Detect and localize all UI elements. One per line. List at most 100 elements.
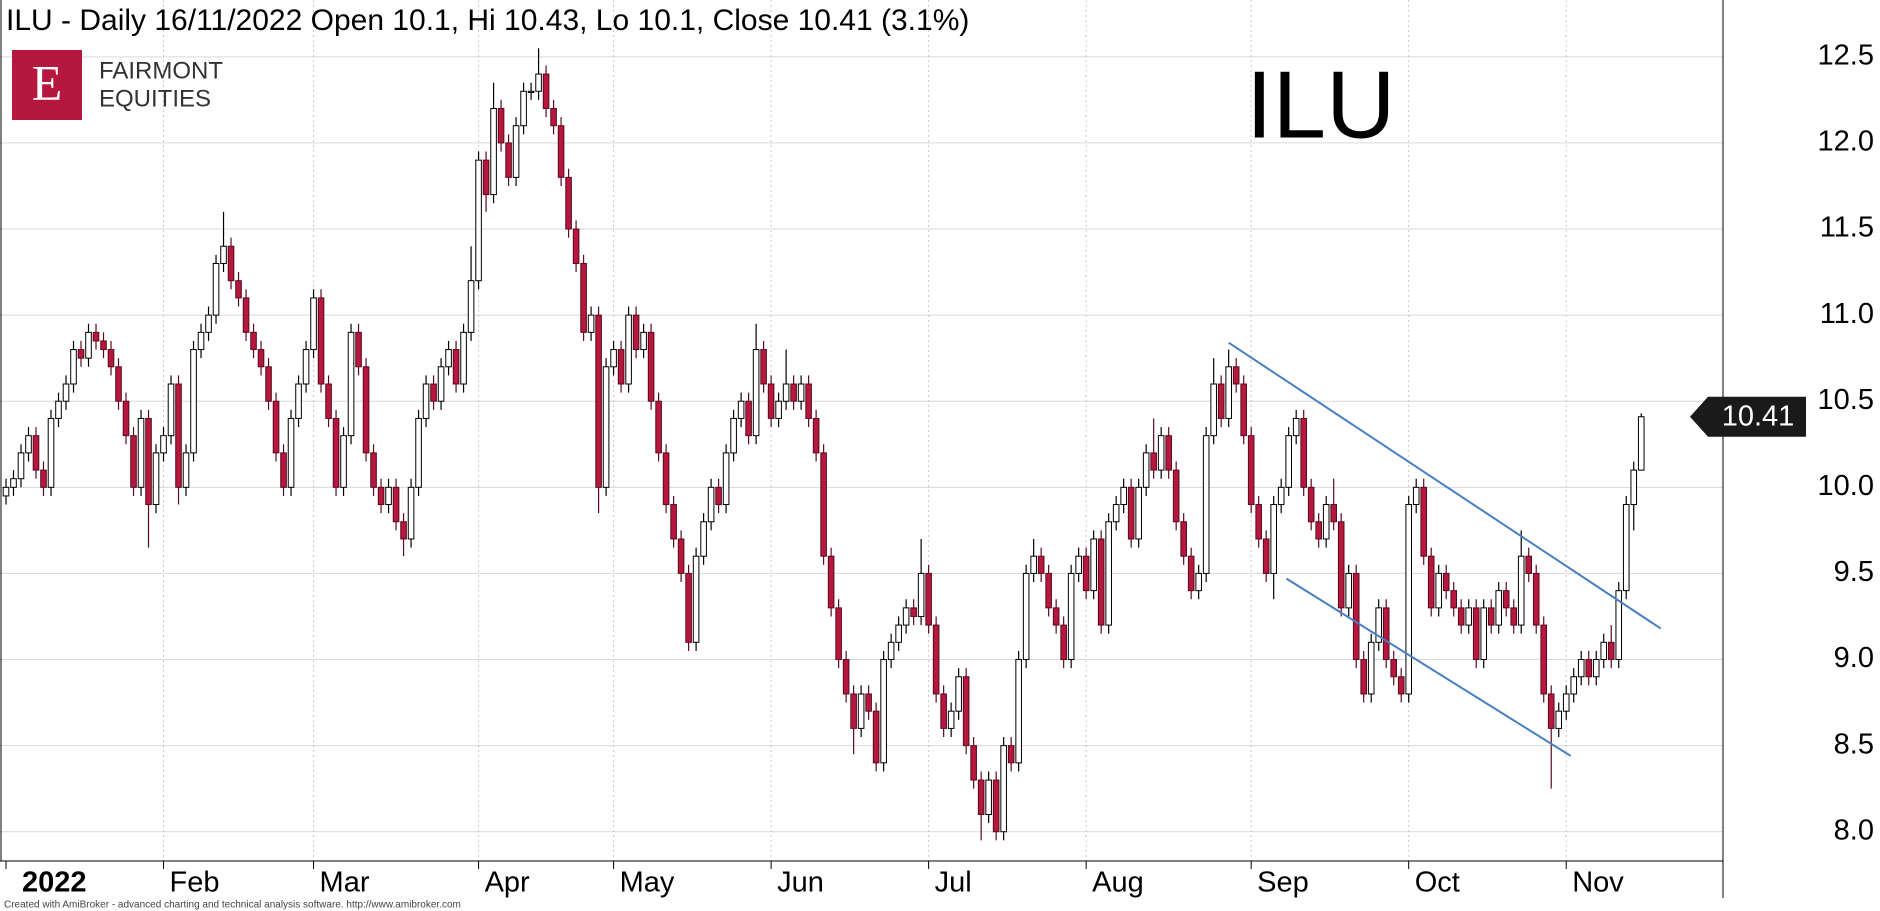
candle-body xyxy=(775,400,782,419)
x-tick-label: Jun xyxy=(777,867,824,899)
candle-body xyxy=(1112,504,1120,523)
candle-body xyxy=(1037,555,1045,574)
logo-box xyxy=(12,50,82,120)
candle-body xyxy=(377,486,385,506)
y-tick-label: 9.0 xyxy=(1834,642,1874,674)
candle-body xyxy=(535,73,542,92)
candle-body xyxy=(917,572,925,617)
candle-body xyxy=(625,314,632,385)
candle-body xyxy=(1285,435,1292,488)
candle-body xyxy=(1082,555,1090,592)
candle-body xyxy=(385,486,392,506)
candle-body xyxy=(107,349,115,368)
candle-body xyxy=(1352,572,1360,661)
candle-body xyxy=(1165,435,1172,471)
candle-body xyxy=(362,366,370,454)
candle-body xyxy=(437,366,445,402)
candle-body xyxy=(1450,590,1458,609)
candle-body xyxy=(617,349,625,385)
candle-body xyxy=(40,469,47,488)
candle-body xyxy=(692,555,700,643)
candle-body xyxy=(857,693,865,729)
text-layer: ILU - Daily 16/11/2022 Open 10.1, Hi 10.… xyxy=(4,4,1874,911)
candle-body xyxy=(1060,624,1067,661)
trend-line xyxy=(1228,341,1662,630)
candle-body xyxy=(1090,538,1097,592)
candle-body xyxy=(415,417,422,488)
candle-body xyxy=(962,676,970,747)
candle-body xyxy=(347,331,355,437)
x-tick-label: Jul xyxy=(935,867,972,899)
candle-body xyxy=(572,228,580,264)
candle-body xyxy=(580,262,587,333)
candle-body xyxy=(32,435,40,471)
candle-body xyxy=(527,90,535,93)
candle-body xyxy=(632,314,640,351)
candle-body xyxy=(805,383,812,419)
candle-body xyxy=(730,417,737,454)
candle-body xyxy=(295,383,302,419)
candle-body xyxy=(955,676,962,712)
candle-body xyxy=(1255,504,1262,540)
candle-body xyxy=(520,90,527,127)
candle-body xyxy=(1495,590,1503,626)
candle-body xyxy=(460,331,467,385)
candle-body xyxy=(2,486,10,497)
candle-body xyxy=(865,693,872,712)
candle-body xyxy=(512,125,520,178)
candle-body xyxy=(1105,521,1112,626)
candle-body xyxy=(1390,659,1398,678)
candle-body xyxy=(1022,572,1030,661)
candle-body xyxy=(355,331,362,368)
candle-body xyxy=(490,107,497,196)
candle-body xyxy=(175,383,182,488)
candle-body xyxy=(505,142,512,178)
last-price-label: 10.41 xyxy=(1722,400,1795,432)
mark-layer xyxy=(2,48,1662,841)
candle-body xyxy=(1030,555,1037,574)
candle-body xyxy=(445,349,452,368)
candle-body xyxy=(467,280,475,333)
candle-body xyxy=(62,383,70,402)
candle-body xyxy=(272,400,280,454)
candle-body xyxy=(17,452,25,480)
candle-body xyxy=(1187,555,1195,592)
candle-body xyxy=(760,349,767,385)
candle-body xyxy=(317,297,325,385)
candle-body xyxy=(1412,486,1420,506)
candle-body xyxy=(1375,607,1383,643)
candle-body xyxy=(1240,383,1247,437)
candle-body xyxy=(977,779,985,816)
candle-body xyxy=(1315,521,1322,540)
candle-body xyxy=(910,607,917,617)
candle-body xyxy=(1615,590,1623,661)
logo-line: EQUITIES xyxy=(99,85,211,112)
y-tick-label: 10.0 xyxy=(1818,470,1874,502)
candle-body xyxy=(902,607,910,626)
candle-body xyxy=(1045,572,1052,609)
candle-body xyxy=(302,349,310,385)
candle-body xyxy=(1525,555,1533,574)
candle-body xyxy=(985,779,992,816)
candle-body xyxy=(242,297,250,333)
candle-body xyxy=(1637,416,1645,471)
candle-body xyxy=(1345,572,1352,609)
candle-body xyxy=(85,331,92,359)
candle-body xyxy=(797,383,805,402)
candle-body xyxy=(1397,676,1405,695)
candle-body xyxy=(1270,504,1277,574)
candle-body xyxy=(1142,452,1150,488)
candle-body xyxy=(1367,641,1375,695)
candle-body xyxy=(77,349,85,359)
candle-body xyxy=(587,314,595,333)
candle-body xyxy=(782,383,790,402)
candle-body xyxy=(1330,504,1337,523)
candle-body xyxy=(1000,745,1007,833)
candle-body xyxy=(640,331,647,351)
candle-body xyxy=(1577,659,1585,678)
candle-body xyxy=(212,262,220,316)
candle-body xyxy=(767,383,775,419)
candle-body xyxy=(662,452,670,506)
candle-body xyxy=(745,400,752,437)
y-tick-label: 9.5 xyxy=(1834,556,1874,588)
